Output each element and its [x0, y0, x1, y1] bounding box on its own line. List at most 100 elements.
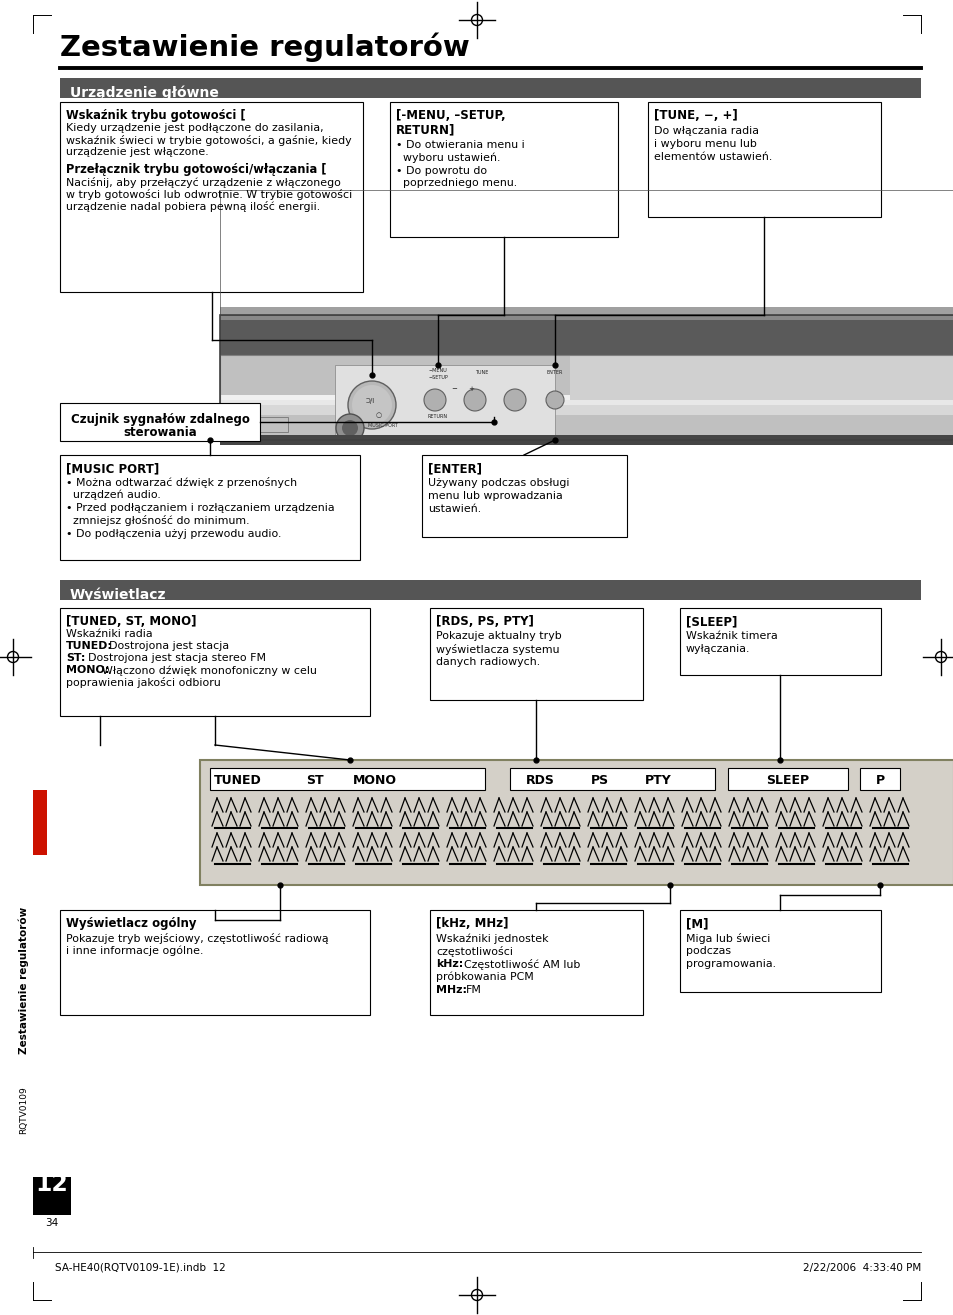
Text: Zestawienie regulatorów: Zestawienie regulatorów [60, 33, 469, 62]
Bar [220, 355, 953, 441]
Bar [421, 455, 626, 537]
Bar [679, 608, 880, 675]
Text: [MUSIC PORT]: [MUSIC PORT] [66, 462, 159, 475]
Bar [220, 316, 953, 320]
Text: elementów ustawień.: elementów ustawień. [654, 153, 771, 162]
Text: Wskaźnik trybu gotowości [: Wskaźnik trybu gotowości [ [66, 109, 245, 122]
Text: Wyświetlacz: Wyświetlacz [70, 588, 167, 602]
Text: w tryb gotowości lub odwrotnie. W trybie gotowości: w tryb gotowości lub odwrotnie. W trybie… [66, 189, 352, 200]
Text: Do włączania radia: Do włączania radia [654, 126, 759, 135]
Text: urządzeń audio.: urządzeń audio. [66, 489, 161, 500]
Bar [210, 768, 484, 790]
Text: Ɔ/I: Ɔ/I [366, 398, 375, 404]
Bar [220, 316, 953, 441]
Text: Urządzenie główne: Urządzenie główne [70, 85, 218, 100]
Bar [220, 310, 953, 355]
Text: Wyświetlacz ogólny: Wyświetlacz ogólny [66, 917, 196, 930]
Text: częstotliwości: częstotliwości [436, 945, 513, 957]
Text: urządzenie jest włączone.: urządzenie jest włączone. [66, 147, 209, 156]
Bar [60, 103, 363, 292]
Text: RDS: RDS [525, 775, 554, 786]
Bar [647, 103, 880, 217]
Bar [430, 608, 642, 700]
Text: Czujnik sygnałów zdalnego: Czujnik sygnałów zdalnego [71, 413, 249, 426]
Text: TUNED:: TUNED: [66, 640, 112, 651]
Text: [-MENU, –SETUP,: [-MENU, –SETUP, [395, 109, 505, 122]
Bar [220, 189, 953, 316]
Text: Zestawienie regulatorów: Zestawienie regulatorów [19, 906, 30, 1053]
Text: Wskaźnik timera: Wskaźnik timera [685, 631, 777, 640]
Text: wyboru ustawień.: wyboru ustawień. [395, 153, 500, 163]
Text: −     +: − + [452, 387, 475, 392]
Text: [TUNE, −, +]: [TUNE, −, +] [654, 109, 737, 122]
Text: menu lub wprowadzania: menu lub wprowadzania [428, 490, 562, 501]
Text: wyłączania.: wyłączania. [685, 644, 750, 654]
Text: danych radiowych.: danych radiowych. [436, 658, 539, 667]
Text: Przełącznik trybu gotowości/włączania [: Przełącznik trybu gotowości/włączania [ [66, 163, 326, 176]
Text: Pokazuje aktualny tryb: Pokazuje aktualny tryb [436, 631, 561, 640]
Circle shape [348, 381, 395, 429]
Text: ○: ○ [375, 412, 382, 418]
Text: [RDS, PS, PTY]: [RDS, PS, PTY] [436, 615, 534, 629]
Text: Włączono dźwięk monofoniczny w celu: Włączono dźwięk monofoniczny w celu [102, 665, 316, 676]
Bar [679, 910, 880, 992]
Bar [430, 910, 642, 1015]
Circle shape [545, 391, 563, 409]
Text: Wskaźniki jednostek: Wskaźniki jednostek [436, 934, 548, 943]
Text: i inne informacje ogólne.: i inne informacje ogólne. [66, 945, 203, 956]
Text: • Do otwierania menu i: • Do otwierania menu i [395, 139, 524, 150]
Text: FM: FM [465, 985, 481, 995]
Circle shape [341, 419, 357, 437]
Text: PS: PS [590, 775, 608, 786]
Bar [727, 768, 847, 790]
Text: podczas: podczas [685, 945, 730, 956]
Text: i wyboru menu lub: i wyboru menu lub [654, 139, 756, 149]
Text: ST: ST [306, 775, 323, 786]
Bar [220, 394, 953, 416]
Bar [220, 355, 953, 441]
Text: programowania.: programowania. [685, 959, 775, 969]
Text: [M]: [M] [685, 917, 708, 930]
Text: wskaźnik świeci w trybie gotowości, a gaśnie, kiedy: wskaźnik świeci w trybie gotowości, a ga… [66, 135, 352, 146]
Bar [60, 580, 920, 600]
Text: • Przed podłączaniem i rozłączaniem urządzenia: • Przed podłączaniem i rozłączaniem urzą… [66, 504, 335, 513]
Bar [33, 790, 47, 855]
Bar [60, 910, 370, 1015]
Text: • Do podłączenia użyj przewodu audio.: • Do podłączenia użyj przewodu audio. [66, 529, 281, 539]
Text: PTY: PTY [644, 775, 671, 786]
Bar [859, 768, 899, 790]
Bar [569, 355, 953, 400]
Text: Dostrojona jest stacja: Dostrojona jest stacja [109, 640, 229, 651]
Text: −SETUP: −SETUP [428, 375, 447, 380]
Text: RETURN: RETURN [428, 414, 448, 419]
Circle shape [503, 389, 525, 412]
Text: 12: 12 [35, 1172, 69, 1197]
Text: ENTER: ENTER [546, 370, 562, 375]
Text: poprawienia jakości odbioru: poprawienia jakości odbioru [66, 677, 220, 688]
Text: MONO:: MONO: [66, 665, 110, 675]
Text: ustawień.: ustawień. [428, 504, 480, 514]
Text: −MENU: −MENU [428, 368, 447, 373]
Circle shape [352, 385, 392, 425]
Text: Wskaźniki radia: Wskaźniki radia [66, 629, 152, 639]
Text: Pokazuje tryb wejściowy, częstotliwość radiową: Pokazuje tryb wejściowy, częstotliwość r… [66, 934, 328, 944]
Text: zmniejsz głośność do minimum.: zmniejsz głośność do minimum. [66, 515, 250, 526]
Text: Miga lub świeci: Miga lub świeci [685, 934, 770, 944]
Text: RQTV0109: RQTV0109 [19, 1086, 29, 1134]
Text: [SLEEP]: [SLEEP] [685, 615, 737, 629]
Text: próbkowania PCM: próbkowania PCM [436, 972, 533, 982]
Text: 34: 34 [46, 1218, 58, 1228]
Bar [220, 435, 953, 444]
Text: SLEEP: SLEEP [765, 775, 809, 786]
Bar [510, 768, 714, 790]
Bar [220, 306, 953, 316]
Circle shape [335, 414, 364, 442]
Bar [220, 394, 953, 400]
Text: [TUNED, ST, MONO]: [TUNED, ST, MONO] [66, 615, 196, 629]
Bar [200, 760, 953, 885]
Text: Dostrojona jest stacja stereo FM: Dostrojona jest stacja stereo FM [88, 654, 266, 663]
Text: TUNED: TUNED [213, 775, 262, 786]
Text: • Można odtwarzać dźwięk z przenośnych: • Można odtwarzać dźwięk z przenośnych [66, 477, 296, 488]
Text: 2/22/2006  4:33:40 PM: 2/22/2006 4:33:40 PM [801, 1262, 920, 1273]
Text: [ENTER]: [ENTER] [428, 462, 481, 475]
